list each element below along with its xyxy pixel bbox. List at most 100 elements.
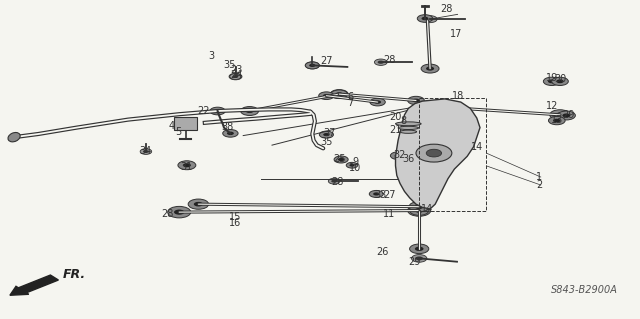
- Text: 30: 30: [554, 74, 566, 84]
- Circle shape: [178, 161, 196, 170]
- Circle shape: [378, 61, 384, 64]
- Circle shape: [174, 210, 184, 215]
- Text: 1: 1: [536, 172, 542, 182]
- Text: 4: 4: [168, 121, 175, 131]
- Circle shape: [210, 107, 225, 115]
- Text: 33: 33: [374, 190, 387, 200]
- Text: 23: 23: [230, 64, 243, 75]
- Circle shape: [233, 75, 238, 78]
- Text: 27: 27: [383, 190, 396, 200]
- Text: 14: 14: [421, 204, 434, 214]
- Circle shape: [233, 75, 238, 78]
- Circle shape: [548, 116, 565, 125]
- Circle shape: [309, 64, 316, 67]
- Circle shape: [409, 202, 429, 212]
- Circle shape: [328, 178, 340, 184]
- Circle shape: [229, 73, 242, 80]
- Text: 20: 20: [389, 112, 402, 122]
- Text: 21: 21: [389, 125, 402, 135]
- Circle shape: [188, 199, 209, 209]
- Text: 35: 35: [320, 137, 333, 147]
- Text: 15: 15: [229, 212, 242, 222]
- Circle shape: [423, 16, 437, 23]
- Circle shape: [330, 90, 348, 99]
- Text: 17: 17: [449, 29, 462, 40]
- Circle shape: [334, 156, 348, 163]
- Text: 11: 11: [383, 209, 396, 219]
- Circle shape: [412, 255, 427, 262]
- Circle shape: [346, 162, 358, 168]
- Circle shape: [370, 98, 385, 106]
- Bar: [419, 98, 486, 211]
- Bar: [174, 117, 197, 130]
- Text: 2: 2: [536, 180, 542, 190]
- Text: 25: 25: [333, 154, 346, 164]
- Text: 29: 29: [562, 110, 575, 120]
- Text: 5: 5: [175, 127, 181, 137]
- Circle shape: [246, 109, 253, 113]
- Circle shape: [556, 113, 564, 117]
- Text: FR.: FR.: [63, 269, 86, 281]
- Text: 28: 28: [161, 209, 174, 219]
- Text: 10: 10: [349, 163, 362, 174]
- Ellipse shape: [400, 130, 417, 133]
- Text: 38: 38: [221, 122, 234, 132]
- Text: 32: 32: [394, 150, 406, 160]
- Circle shape: [434, 105, 443, 109]
- Circle shape: [415, 247, 424, 251]
- Text: 3: 3: [208, 51, 214, 61]
- Circle shape: [319, 131, 333, 138]
- Circle shape: [426, 67, 434, 70]
- Circle shape: [338, 158, 344, 161]
- Text: 16: 16: [229, 218, 242, 228]
- Text: 37: 37: [323, 128, 336, 138]
- Circle shape: [557, 111, 575, 120]
- Circle shape: [230, 74, 241, 79]
- Circle shape: [309, 63, 316, 67]
- Circle shape: [548, 79, 556, 83]
- Text: 26: 26: [376, 247, 389, 257]
- Circle shape: [369, 190, 383, 197]
- Circle shape: [305, 62, 319, 69]
- Polygon shape: [396, 99, 480, 209]
- Circle shape: [390, 152, 406, 160]
- Text: 31: 31: [180, 162, 193, 173]
- Circle shape: [408, 96, 424, 105]
- Circle shape: [183, 163, 191, 167]
- Text: 14: 14: [470, 142, 483, 152]
- Circle shape: [332, 180, 337, 182]
- Circle shape: [401, 156, 412, 162]
- Ellipse shape: [396, 122, 421, 126]
- Circle shape: [412, 99, 420, 102]
- Text: 7: 7: [348, 98, 354, 108]
- Circle shape: [408, 205, 431, 216]
- Circle shape: [426, 149, 442, 157]
- Circle shape: [194, 202, 203, 206]
- Circle shape: [395, 154, 401, 157]
- Circle shape: [415, 204, 424, 209]
- Circle shape: [223, 130, 238, 137]
- Text: 34: 34: [140, 145, 152, 156]
- Circle shape: [553, 119, 561, 122]
- Circle shape: [140, 149, 152, 154]
- Text: 24: 24: [230, 70, 243, 80]
- Circle shape: [428, 102, 449, 112]
- Text: 8: 8: [400, 115, 406, 126]
- Text: 22: 22: [197, 106, 210, 116]
- Circle shape: [305, 62, 319, 69]
- Circle shape: [374, 100, 381, 104]
- Circle shape: [422, 17, 428, 20]
- FancyArrow shape: [10, 275, 58, 295]
- Circle shape: [410, 244, 429, 254]
- Text: 12: 12: [545, 101, 558, 111]
- Circle shape: [227, 132, 234, 135]
- Circle shape: [374, 59, 387, 65]
- Circle shape: [373, 192, 380, 196]
- Circle shape: [415, 256, 423, 260]
- Circle shape: [416, 144, 452, 162]
- Circle shape: [143, 150, 149, 153]
- Text: 9: 9: [352, 157, 358, 167]
- Circle shape: [241, 107, 259, 115]
- Circle shape: [331, 90, 348, 98]
- Text: 6: 6: [348, 92, 354, 102]
